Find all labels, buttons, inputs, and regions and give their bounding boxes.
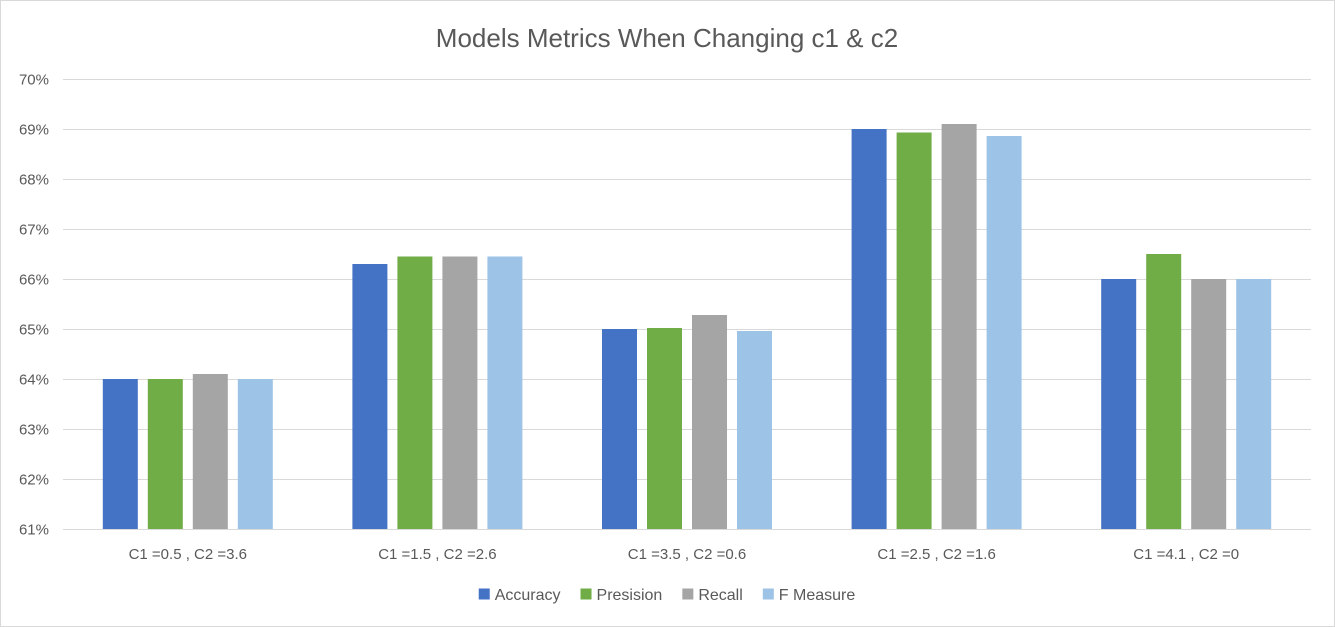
y-tick-label: 64%: [19, 372, 49, 389]
bar-accuracy: [1101, 279, 1137, 529]
bar-f-measure: [986, 136, 1022, 529]
legend-label: F Measure: [779, 587, 856, 604]
legend-item: F Measure: [762, 587, 856, 604]
bar-presision: [896, 132, 932, 529]
bar-presision: [147, 379, 183, 529]
bar-presision: [1146, 254, 1182, 529]
bar-accuracy: [352, 264, 388, 529]
legend-label: Recall: [698, 587, 742, 604]
bars: [102, 124, 1272, 529]
x-axis-category-labels: C1 =0.5 , C2 =3.6 C1 =1.5 , C2 =2.6 C1 =3.…: [129, 546, 1240, 563]
bar-recall: [692, 315, 727, 529]
x-category-label: C1 =1.5 , C2 =2.6: [378, 546, 496, 563]
legend-swatch: [762, 588, 774, 600]
x-category-label: C1 =0.5 , C2 =3.6: [129, 546, 247, 563]
legend-item: Recall: [682, 587, 743, 604]
bar-f-measure: [237, 379, 273, 529]
chart-title: Models Metrics When Changing c1 & c2: [436, 23, 898, 53]
bar-recall: [941, 124, 977, 529]
y-tick-label: 69%: [19, 122, 49, 139]
bar-recall: [192, 374, 228, 529]
bar-f-measure: [487, 256, 523, 529]
y-axis-tick-labels: 61% 62% 63% 64% 65% 66% 67% 68% 69% 70%: [19, 72, 49, 539]
y-tick-label: 67%: [19, 222, 49, 239]
bar-accuracy: [102, 379, 138, 529]
bar-recall: [442, 256, 478, 529]
y-tick-label: 62%: [19, 472, 49, 489]
bar-f-measure: [737, 331, 772, 529]
legend-item: Accuracy: [478, 587, 561, 604]
legend: Accuracy Presision Recall F Measure: [478, 587, 856, 604]
legend-swatch: [478, 588, 490, 600]
legend-label: Accuracy: [495, 587, 561, 604]
bar-presision: [647, 328, 682, 529]
bar-presision: [397, 256, 433, 529]
x-category-label: C1 =4.1 , C2 =0: [1133, 546, 1239, 563]
y-tick-label: 63%: [19, 422, 49, 439]
x-category-label: C1 =3.5 , C2 =0.6: [628, 546, 746, 563]
bar-recall: [1191, 279, 1227, 529]
x-category-label: C1 =2.5 , C2 =1.6: [877, 546, 995, 563]
y-tick-label: 61%: [19, 522, 49, 539]
legend-swatch: [682, 588, 694, 600]
legend-item: Presision: [580, 587, 663, 604]
y-tick-label: 66%: [19, 272, 49, 289]
legend-swatch: [580, 588, 592, 600]
bar-f-measure: [1236, 279, 1272, 529]
y-tick-label: 65%: [19, 322, 49, 339]
bar-accuracy: [851, 129, 887, 529]
bar-accuracy: [602, 329, 637, 529]
legend-label: Presision: [597, 587, 663, 604]
y-tick-label: 68%: [19, 172, 49, 189]
y-tick-label: 70%: [19, 72, 49, 89]
